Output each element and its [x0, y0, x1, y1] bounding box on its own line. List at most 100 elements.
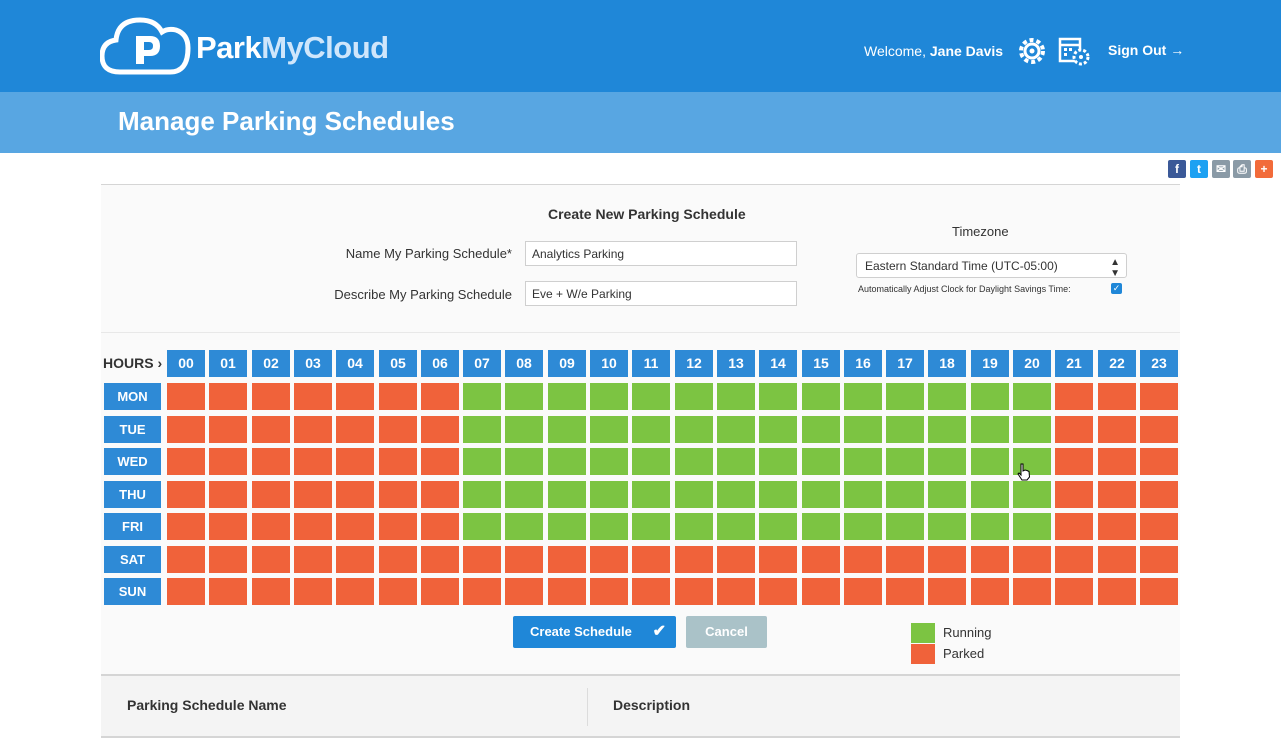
- parked-cell-sun-07[interactable]: [463, 578, 501, 605]
- parked-cell-mon-03[interactable]: [294, 383, 332, 410]
- parked-cell-fri-03[interactable]: [294, 513, 332, 540]
- running-cell-thu-20[interactable]: [1013, 481, 1051, 508]
- running-cell-fri-12[interactable]: [675, 513, 713, 540]
- dst-checkbox[interactable]: ✓: [1111, 283, 1122, 294]
- parked-cell-sun-11[interactable]: [632, 578, 670, 605]
- running-cell-tue-10[interactable]: [590, 416, 628, 443]
- running-cell-wed-20[interactable]: [1013, 448, 1051, 475]
- running-cell-fri-17[interactable]: [886, 513, 924, 540]
- hour-header-15[interactable]: 15: [802, 350, 840, 377]
- parked-cell-sun-12[interactable]: [675, 578, 713, 605]
- parked-cell-sat-03[interactable]: [294, 546, 332, 573]
- parked-cell-thu-22[interactable]: [1098, 481, 1136, 508]
- hour-header-23[interactable]: 23: [1140, 350, 1178, 377]
- parked-cell-fri-00[interactable]: [167, 513, 205, 540]
- parked-cell-sat-07[interactable]: [463, 546, 501, 573]
- running-cell-thu-14[interactable]: [759, 481, 797, 508]
- parked-cell-wed-01[interactable]: [209, 448, 247, 475]
- running-cell-tue-14[interactable]: [759, 416, 797, 443]
- parked-cell-mon-23[interactable]: [1140, 383, 1178, 410]
- running-cell-wed-10[interactable]: [590, 448, 628, 475]
- parked-cell-tue-00[interactable]: [167, 416, 205, 443]
- hour-header-00[interactable]: 00: [167, 350, 205, 377]
- parked-cell-wed-04[interactable]: [336, 448, 374, 475]
- parked-cell-thu-03[interactable]: [294, 481, 332, 508]
- running-cell-tue-15[interactable]: [802, 416, 840, 443]
- hour-header-03[interactable]: 03: [294, 350, 332, 377]
- sign-out-link[interactable]: Sign Out →: [1108, 42, 1185, 58]
- parked-cell-thu-02[interactable]: [252, 481, 290, 508]
- parked-cell-sun-22[interactable]: [1098, 578, 1136, 605]
- parked-cell-tue-23[interactable]: [1140, 416, 1178, 443]
- running-cell-wed-14[interactable]: [759, 448, 797, 475]
- twitter-icon[interactable]: t: [1190, 160, 1208, 178]
- running-cell-fri-19[interactable]: [971, 513, 1009, 540]
- hour-header-13[interactable]: 13: [717, 350, 755, 377]
- running-cell-thu-08[interactable]: [505, 481, 543, 508]
- parked-cell-sat-13[interactable]: [717, 546, 755, 573]
- parked-cell-sun-03[interactable]: [294, 578, 332, 605]
- parked-cell-sun-05[interactable]: [379, 578, 417, 605]
- parked-cell-mon-02[interactable]: [252, 383, 290, 410]
- running-cell-thu-17[interactable]: [886, 481, 924, 508]
- column-header-name[interactable]: Parking Schedule Name: [127, 697, 287, 713]
- running-cell-wed-17[interactable]: [886, 448, 924, 475]
- running-cell-thu-13[interactable]: [717, 481, 755, 508]
- parked-cell-sat-10[interactable]: [590, 546, 628, 573]
- running-cell-mon-12[interactable]: [675, 383, 713, 410]
- parked-cell-sun-00[interactable]: [167, 578, 205, 605]
- parked-cell-thu-01[interactable]: [209, 481, 247, 508]
- parked-cell-wed-22[interactable]: [1098, 448, 1136, 475]
- schedule-description-input[interactable]: [525, 281, 797, 306]
- parked-cell-sat-00[interactable]: [167, 546, 205, 573]
- parked-cell-wed-00[interactable]: [167, 448, 205, 475]
- running-cell-fri-18[interactable]: [928, 513, 966, 540]
- hour-header-18[interactable]: 18: [928, 350, 966, 377]
- parked-cell-sun-02[interactable]: [252, 578, 290, 605]
- parked-cell-sat-05[interactable]: [379, 546, 417, 573]
- parked-cell-tue-01[interactable]: [209, 416, 247, 443]
- parkmycloud-logo[interactable]: [100, 12, 400, 78]
- parked-cell-fri-21[interactable]: [1055, 513, 1093, 540]
- parked-cell-thu-23[interactable]: [1140, 481, 1178, 508]
- parked-cell-tue-03[interactable]: [294, 416, 332, 443]
- running-cell-thu-10[interactable]: [590, 481, 628, 508]
- parked-cell-sun-01[interactable]: [209, 578, 247, 605]
- running-cell-fri-11[interactable]: [632, 513, 670, 540]
- parked-cell-mon-06[interactable]: [421, 383, 459, 410]
- running-cell-mon-18[interactable]: [928, 383, 966, 410]
- running-cell-tue-20[interactable]: [1013, 416, 1051, 443]
- running-cell-thu-11[interactable]: [632, 481, 670, 508]
- parked-cell-tue-22[interactable]: [1098, 416, 1136, 443]
- parked-cell-wed-21[interactable]: [1055, 448, 1093, 475]
- running-cell-mon-20[interactable]: [1013, 383, 1051, 410]
- hour-header-20[interactable]: 20: [1013, 350, 1051, 377]
- parked-cell-tue-05[interactable]: [379, 416, 417, 443]
- running-cell-mon-11[interactable]: [632, 383, 670, 410]
- parked-cell-mon-21[interactable]: [1055, 383, 1093, 410]
- running-cell-mon-10[interactable]: [590, 383, 628, 410]
- running-cell-fri-15[interactable]: [802, 513, 840, 540]
- print-icon[interactable]: ⎙: [1233, 160, 1251, 178]
- email-icon[interactable]: ✉: [1212, 160, 1230, 178]
- parked-cell-fri-01[interactable]: [209, 513, 247, 540]
- parked-cell-sat-22[interactable]: [1098, 546, 1136, 573]
- parked-cell-mon-05[interactable]: [379, 383, 417, 410]
- hour-header-07[interactable]: 07: [463, 350, 501, 377]
- parked-cell-sun-20[interactable]: [1013, 578, 1051, 605]
- parked-cell-sun-19[interactable]: [971, 578, 1009, 605]
- parked-cell-wed-02[interactable]: [252, 448, 290, 475]
- hour-header-05[interactable]: 05: [379, 350, 417, 377]
- running-cell-tue-11[interactable]: [632, 416, 670, 443]
- parked-cell-sun-08[interactable]: [505, 578, 543, 605]
- parked-cell-mon-22[interactable]: [1098, 383, 1136, 410]
- hour-header-10[interactable]: 10: [590, 350, 628, 377]
- parked-cell-sat-17[interactable]: [886, 546, 924, 573]
- parked-cell-sun-09[interactable]: [548, 578, 586, 605]
- hour-header-14[interactable]: 14: [759, 350, 797, 377]
- parked-cell-fri-05[interactable]: [379, 513, 417, 540]
- parked-cell-mon-04[interactable]: [336, 383, 374, 410]
- parked-cell-wed-03[interactable]: [294, 448, 332, 475]
- running-cell-tue-16[interactable]: [844, 416, 882, 443]
- running-cell-wed-12[interactable]: [675, 448, 713, 475]
